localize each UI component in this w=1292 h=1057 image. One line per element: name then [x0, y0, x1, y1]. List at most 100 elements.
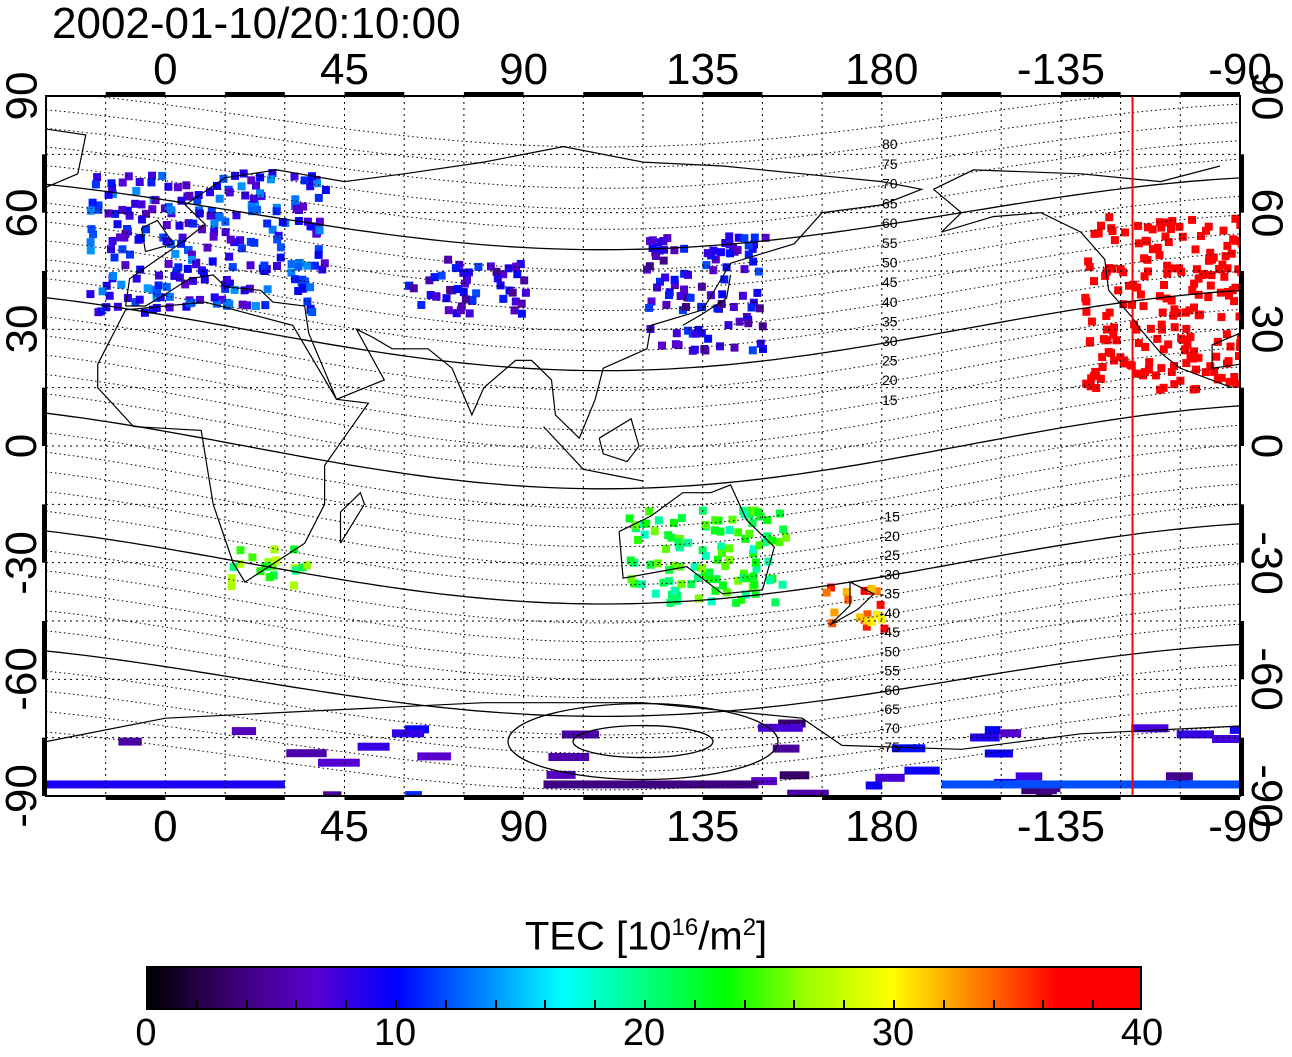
tec-cell [442, 294, 451, 303]
tec-cell [248, 553, 257, 562]
tec-cell [405, 791, 422, 796]
tec-cell [1155, 292, 1164, 301]
tec-cell [677, 514, 686, 523]
tec-cell [687, 580, 696, 589]
tec-cell [1167, 296, 1176, 305]
tec-cell [1176, 376, 1185, 385]
tec-cell [701, 551, 710, 560]
tec-cell [3, 634, 11, 642]
tec-cell [670, 281, 679, 289]
tec-cell [749, 572, 758, 581]
tec-cell [136, 265, 145, 274]
tec-cell [717, 300, 726, 308]
tec-cell [468, 296, 477, 305]
tec-cell [2, 498, 10, 506]
tec-cell [1139, 371, 1147, 380]
tec-cell [272, 207, 281, 216]
tec-cell [251, 302, 260, 311]
tec-cell [1153, 243, 1162, 252]
tec-cell [1221, 252, 1230, 261]
contour-label: 70 [882, 176, 898, 192]
frame-bar-top [344, 92, 405, 97]
tec-cell [778, 580, 787, 589]
tec-cell [86, 238, 95, 247]
tec-cell [1198, 271, 1207, 279]
tec-cell [173, 183, 182, 192]
tec-cell [1175, 222, 1184, 231]
tec-cell [1218, 260, 1227, 269]
tec-cell [1105, 264, 1114, 273]
tec-cell [154, 281, 163, 290]
map-timestamp-title: 2002-01-10/20:10:00 [52, 0, 461, 48]
tec-cell [653, 559, 662, 568]
tec-cell [1000, 729, 1022, 738]
contour-line [46, 271, 1240, 352]
tec-cell [1145, 358, 1154, 367]
tec-cell [756, 512, 765, 521]
coastline [933, 165, 1240, 389]
frame-bar-top [1180, 92, 1240, 97]
tec-cell [263, 285, 272, 294]
tec-cell [1126, 360, 1135, 369]
tec-cell [732, 598, 741, 607]
tec-cell [1161, 218, 1170, 227]
tec-cell [121, 261, 130, 270]
tec-cell [206, 211, 215, 220]
tec-cell [142, 209, 150, 218]
tec-cell [0, 635, 3, 643]
colorbar-label: TEC [1016/m2] [0, 905, 1292, 959]
frame-bar-right [1239, 621, 1244, 680]
colorbar-label-mid: /m [698, 914, 743, 959]
tec-cell [174, 263, 183, 272]
tec-cell [672, 591, 681, 600]
tec-cell [138, 215, 146, 224]
frame-bar-left [42, 387, 47, 446]
tec-cell [880, 624, 889, 633]
tec-cell [26, 490, 34, 498]
tec-cell [1167, 368, 1176, 376]
tec-cell [0, 634, 5, 642]
colorbar-minor-tick [1042, 1000, 1045, 1010]
tec-cell [226, 235, 235, 244]
tec-cell [721, 562, 730, 570]
tec-cell [238, 300, 247, 309]
tec-cell [686, 293, 695, 302]
tec-cell [158, 171, 167, 180]
tec-cell [123, 206, 132, 215]
tec-cell [638, 580, 646, 589]
tec-cell [672, 329, 681, 338]
tec-cell [246, 261, 255, 270]
frame-bar-top [105, 92, 166, 97]
tec-cell [860, 586, 869, 595]
tec-cell [222, 276, 231, 284]
tec-cell [742, 574, 751, 583]
tec-band [46, 780, 285, 789]
tec-cell [694, 573, 702, 582]
tec-cell [1182, 359, 1191, 368]
tec-cell [1170, 323, 1179, 332]
tec-cell [702, 261, 711, 270]
tec-cell [1188, 215, 1197, 224]
tec-cell [162, 221, 171, 229]
tec-cell [313, 179, 322, 188]
tec-cell [718, 549, 726, 558]
lon-tick-bottom: 90 [499, 802, 549, 851]
tec-cell [645, 303, 654, 312]
colorbar-tick-0: 0 [135, 1012, 157, 1054]
tec-cell [286, 749, 327, 758]
tec-cell [118, 245, 127, 254]
tec-cell [740, 265, 749, 274]
tec-cell [1155, 251, 1164, 260]
tec-cell [512, 262, 521, 271]
tec-cell [486, 262, 495, 271]
lon-tick-bottom: 180 [845, 802, 919, 851]
tec-cell [1225, 377, 1234, 386]
tec-cell [314, 250, 323, 259]
colorbar-label-prefix: TEC [10 [524, 914, 672, 959]
tec-cell [444, 306, 453, 315]
tec-cell [290, 581, 299, 590]
tec-cell [314, 245, 323, 254]
tec-cell [670, 561, 679, 570]
tec-cell [107, 245, 115, 254]
tec-cell [730, 247, 739, 256]
